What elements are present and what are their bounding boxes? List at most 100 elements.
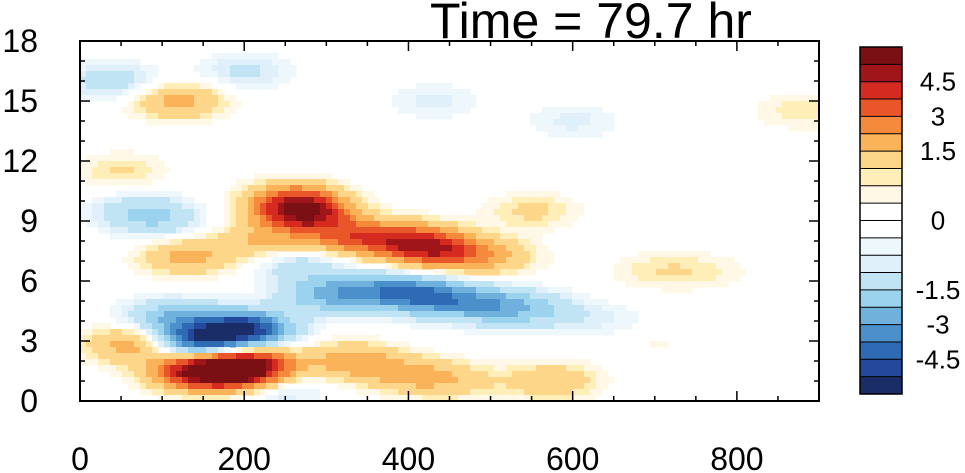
contour-cell [206,233,213,240]
contour-cell [128,65,135,72]
contour-cell [446,359,453,366]
contour-cell [488,287,495,294]
contour-cell [86,161,93,168]
contour-cell [272,185,279,192]
contour-cell [290,335,297,342]
contour-cell [326,317,333,324]
contour-cell [368,269,375,276]
contour-cell [794,113,801,120]
contour-cell [392,359,399,366]
contour-cell [650,281,657,288]
contour-cell [434,365,441,372]
contour-cell [464,383,471,390]
contour-cell [242,179,249,186]
contour-cell [782,113,789,120]
contour-cell [260,173,267,180]
contour-cell [578,107,585,114]
contour-cell [296,329,303,336]
contour-cell [404,365,411,372]
contour-cell [434,383,441,390]
contour-cell [296,203,303,210]
contour-cell [398,107,405,114]
contour-cell [290,191,297,198]
contour-cell [116,299,123,306]
contour-cell [218,305,225,312]
contour-cell [338,233,345,240]
contour-cell [278,377,285,384]
x-axis: 0 200 400 600 800 [71,41,820,473]
contour-cell [476,371,483,378]
contour-cell [170,329,177,336]
contour-cell [128,221,135,228]
contour-cell [254,275,261,282]
contour-cell [212,365,219,372]
contour-cell [152,329,159,336]
contour-cell [386,317,393,324]
contour-cell [140,323,147,330]
contour-cell [596,323,603,330]
contour-cell [116,191,123,198]
contour-cell [332,353,339,360]
contour-cell [416,245,423,252]
contour-cell [380,395,387,401]
contour-cell [530,395,537,401]
contour-cell [452,353,459,360]
y-tick-label: 15 [2,83,38,119]
contour-cell [314,209,321,216]
contour-cell [128,155,135,162]
contour-cell [212,53,219,60]
contour-cell [206,263,213,270]
contour-cell [626,311,633,318]
y-tick-label: 9 [20,203,38,239]
contour-cell [320,311,327,318]
contour-cell [512,365,519,372]
contour-cell [284,197,291,204]
contour-cell [284,275,291,282]
contour-cell [686,257,693,264]
contour-cell [122,197,129,204]
contour-cell [134,311,141,318]
contour-cell [278,323,285,330]
contour-cell [518,257,525,264]
contour-cell [170,203,177,210]
contour-cell [308,197,315,204]
contour-cell [140,245,147,252]
contour-cell [560,311,567,318]
contour-cell [134,161,141,168]
contour-cell [326,179,333,186]
contour-cell [410,293,417,300]
contour-cell [290,299,297,306]
contour-cell [152,383,159,390]
contour-cell [380,227,387,234]
contour-cell [710,269,717,276]
contour-cell [446,257,453,264]
contour-cell [314,377,321,384]
contour-cell [590,131,597,138]
contour-cell [764,119,771,126]
contour-cell [428,233,435,240]
contour-cell [134,59,141,66]
contour-cell [320,185,327,192]
contour-cell [428,275,435,282]
contour-cell [308,377,315,384]
contour-cell [386,227,393,234]
contour-cell [362,359,369,366]
contour-cell [200,71,207,78]
contour-cell [356,269,363,276]
contour-cell [314,305,321,312]
contour-cell [500,371,507,378]
contour-cell [560,323,567,330]
contour-cell [254,215,261,222]
contour-cell [488,197,495,204]
contour-cell [398,257,405,264]
contour-cell [302,191,309,198]
contour-cell [260,287,267,294]
contour-cell [428,353,435,360]
contour-cell [284,221,291,228]
contour-cell [308,215,315,222]
contour-cell [488,305,495,312]
contour-cell [296,233,303,240]
contour-cell [488,323,495,330]
contour-cell [506,305,513,312]
contour-cell [98,167,105,174]
